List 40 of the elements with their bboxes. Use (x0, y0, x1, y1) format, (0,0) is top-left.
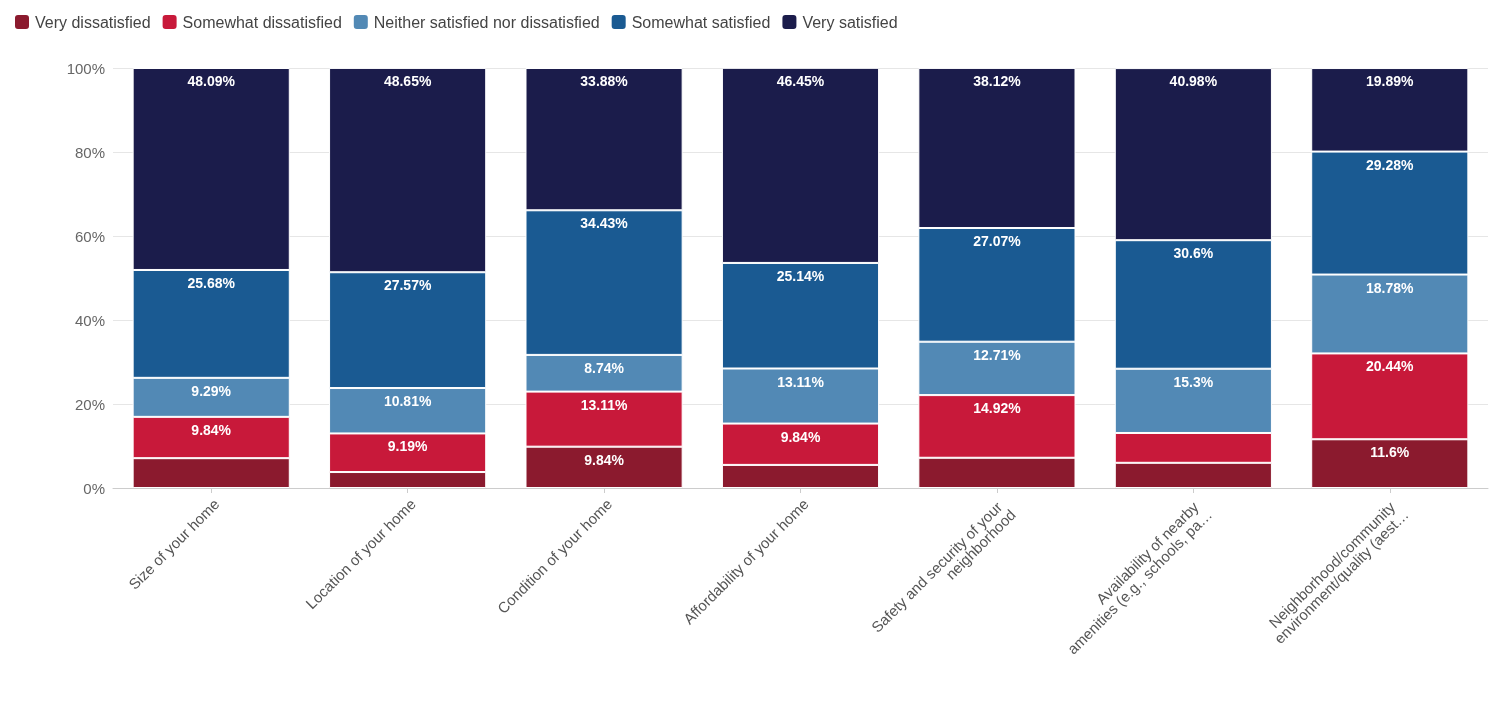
y-tick-label: 80% (74, 143, 105, 161)
data-label: 25.14% (776, 267, 825, 284)
data-label: 20.44% (1366, 358, 1415, 375)
data-label: 14.92% (973, 400, 1022, 417)
data-label: 9.19% (387, 438, 429, 455)
y-tick-label: 60% (74, 227, 105, 245)
y-tick-label: 40% (74, 311, 105, 329)
data-label: 13.11% (580, 396, 628, 413)
data-label: 15.3% (1173, 373, 1214, 390)
data-label: 9.84% (584, 451, 625, 468)
data-label: 33.88% (580, 73, 629, 89)
y-tick-label: 20% (74, 395, 105, 413)
data-label: 9.84% (191, 421, 232, 438)
data-label: 8.74% (584, 359, 625, 376)
data-label: 48.09% (187, 73, 236, 89)
y-tick-label: 100% (66, 59, 105, 77)
data-label: 40.98% (1169, 73, 1218, 90)
data-label: 9.29% (191, 382, 232, 399)
data-label: 25.68% (187, 274, 236, 291)
y-tick-label: 0% (83, 479, 105, 497)
data-label: 18.78% (1366, 279, 1415, 296)
data-label: 34.43% (580, 215, 629, 232)
data-label: 9.84% (780, 428, 821, 445)
data-label: 38.12% (973, 72, 1022, 89)
data-label: 48.65% (383, 72, 432, 89)
legend-label: Neither satisfied nor dissatisfied (373, 13, 600, 31)
data-label: 19.89% (1366, 73, 1415, 90)
data-label: 27.57% (383, 277, 432, 294)
data-label: 11.6% (1370, 444, 1410, 461)
data-label: 29.28% (1366, 156, 1415, 173)
legend-label: Somewhat satisfied (631, 13, 771, 31)
data-label: 30.6% (1173, 245, 1214, 262)
legend-label: Very dissatisfied (35, 13, 151, 31)
data-label: 27.07% (973, 233, 1022, 250)
data-label: 10.81% (383, 393, 432, 410)
data-label: 46.45% (776, 72, 825, 89)
data-label: 13.11% (777, 373, 825, 390)
legend-label: Very satisfied (802, 13, 898, 31)
legend-label: Somewhat dissatisfied (182, 13, 342, 31)
data-label: 12.71% (973, 346, 1022, 363)
